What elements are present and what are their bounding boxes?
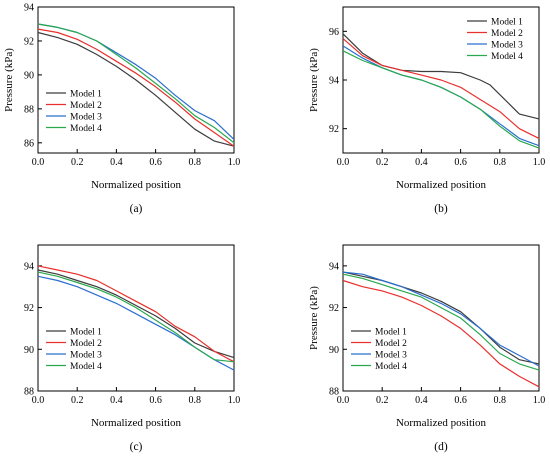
y-tick-label: 92	[24, 303, 34, 314]
legend-label-model-1: Model 1	[375, 328, 407, 338]
legend-label-model-1: Model 1	[70, 328, 102, 338]
series-line-model-3	[37, 275, 235, 371]
x-tick-label: 0.8	[494, 395, 507, 406]
y-tick-label: 92	[24, 36, 34, 47]
y-tick-label: 94	[329, 76, 339, 87]
legend-label-model-4: Model 4	[70, 124, 102, 134]
legend-label-model-3: Model 3	[491, 41, 523, 51]
x-tick-label: 0.0	[337, 395, 350, 406]
x-tick-label: 0.6	[454, 157, 467, 168]
plot-frame	[37, 6, 235, 154]
y-tick-label: 86	[24, 138, 34, 149]
series-line-model-3	[342, 271, 540, 367]
x-tick-label: 0.0	[32, 157, 45, 168]
series-line-model-2	[342, 279, 540, 388]
x-tick-label: 0.0	[337, 157, 350, 168]
y-tick-label: 94	[24, 3, 34, 14]
y-tick-label: 88	[329, 387, 339, 398]
x-tick-label: 0.6	[149, 157, 162, 168]
x-tick-label: 0.8	[189, 395, 202, 406]
x-tick-label: 0.0	[32, 395, 45, 406]
series-line-model-4	[37, 23, 235, 144]
series-line-model-2	[342, 38, 540, 139]
chart-panel-4: 0.0 0.2 0.4 0.6 0.8 1.0 88 90 92 94 Normalized pos…	[308, 244, 546, 453]
x-tick-label: 0.4	[415, 395, 428, 406]
x-axis-label: Normalized position	[396, 179, 487, 191]
panel-caption: (a)	[130, 203, 143, 215]
series-line-model-4	[342, 273, 540, 371]
y-tick-label: 92	[329, 124, 339, 135]
series-line-model-1	[37, 269, 235, 359]
x-tick-label: 1.0	[228, 395, 241, 406]
series-line-model-2	[37, 265, 235, 363]
x-tick-label: 0.8	[189, 157, 202, 168]
y-axis-label: Pressure (kPa)	[308, 286, 320, 350]
x-tick-label: 1.0	[228, 157, 241, 168]
plot-frame	[37, 244, 235, 392]
legend-label-model-2: Model 2	[70, 339, 102, 349]
y-tick-label: 90	[24, 345, 34, 356]
x-tick-label: 0.6	[454, 395, 467, 406]
y-axis-label: Pressure (kPa)	[3, 48, 15, 112]
x-tick-label: 0.8	[494, 157, 507, 168]
x-axis-label: Normalized position	[396, 417, 487, 429]
x-tick-label: 0.2	[71, 157, 84, 168]
x-tick-label: 0.6	[149, 395, 162, 406]
x-tick-label: 0.2	[376, 157, 389, 168]
panel-caption: (c)	[130, 441, 143, 453]
x-tick-label: 0.2	[71, 395, 84, 406]
legend-label-model-3: Model 3	[375, 351, 407, 361]
y-tick-label: 94	[329, 261, 339, 272]
series-line-model-1	[37, 31, 235, 147]
legend-label-model-2: Model 2	[70, 101, 102, 111]
legend-label-model-2: Model 2	[491, 29, 523, 39]
legend-label-model-2: Model 2	[375, 339, 407, 349]
x-axis-label: Normalized position	[91, 179, 182, 191]
series-line-model-2	[37, 28, 235, 147]
y-tick-label: 94	[24, 261, 34, 272]
y-axis-label: Pressure (kPa)	[308, 48, 320, 112]
y-tick-label: 96	[329, 27, 339, 38]
y-tick-label: 88	[24, 104, 34, 115]
x-tick-label: 1.0	[533, 395, 546, 406]
legend-label-model-1: Model 1	[70, 90, 102, 100]
legend-label-model-4: Model 4	[70, 362, 102, 372]
y-tick-label: 90	[24, 70, 34, 81]
series-line-model-1	[342, 271, 540, 365]
legend-label-model-3: Model 3	[70, 113, 102, 123]
x-tick-label: 0.4	[110, 157, 123, 168]
series-line-model-4	[342, 50, 540, 149]
x-axis-label: Normalized position	[91, 417, 182, 429]
panel-caption: (b)	[434, 203, 448, 215]
chart-panel-3: 0.0 0.2 0.4 0.6 0.8 1.0 88 90 92 94 Normalized pos…	[24, 244, 241, 453]
chart-panel-1: 0.0 0.2 0.4 0.6 0.8 1.0 86 88 90 92 94 Normalized p…	[3, 3, 240, 216]
x-tick-label: 0.2	[376, 395, 389, 406]
x-tick-label: 1.0	[533, 157, 546, 168]
legend-label-model-1: Model 1	[491, 18, 523, 28]
panel-caption: (d)	[434, 441, 448, 453]
chart-panel-2: 0.0 0.2 0.4 0.6 0.8 1.0 92 94 96 Normalized posit…	[308, 6, 546, 215]
x-tick-label: 0.4	[415, 157, 428, 168]
plot-frame	[342, 244, 540, 392]
y-tick-label: 92	[329, 303, 339, 314]
x-tick-label: 0.4	[110, 395, 123, 406]
series-line-model-4	[37, 271, 235, 363]
y-tick-label: 90	[329, 345, 339, 356]
legend-label-model-4: Model 4	[375, 362, 407, 372]
legend-label-model-4: Model 4	[491, 52, 523, 62]
legend-label-model-3: Model 3	[70, 351, 102, 361]
y-tick-label: 88	[24, 387, 34, 398]
